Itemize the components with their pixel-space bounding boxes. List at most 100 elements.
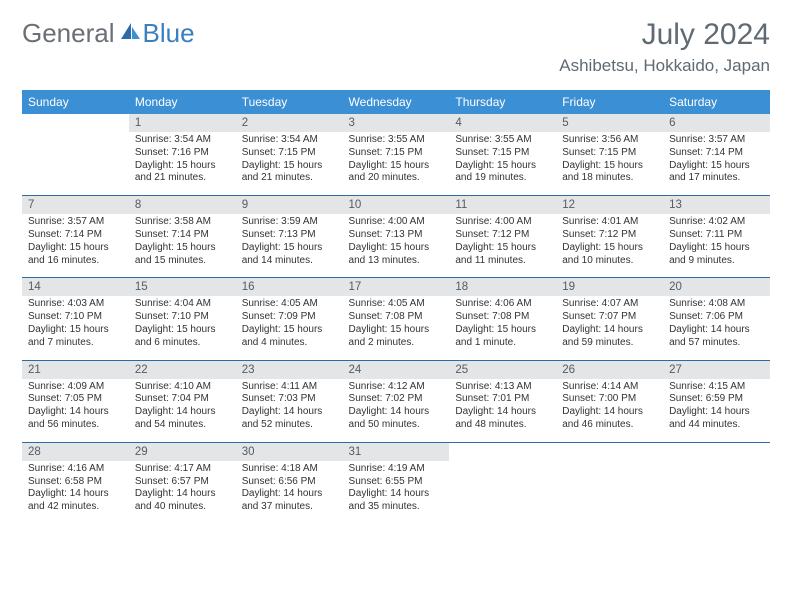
- day-content-cell: Sunrise: 4:07 AMSunset: 7:07 PMDaylight:…: [556, 296, 663, 360]
- sunrise-text: Sunrise: 4:01 AM: [562, 216, 657, 229]
- day-number-cell: 29: [129, 443, 236, 461]
- sunset-text: Sunset: 6:57 PM: [135, 476, 230, 489]
- sunset-text: Sunset: 7:15 PM: [349, 147, 444, 160]
- day-content-cell: Sunrise: 4:06 AMSunset: 7:08 PMDaylight:…: [449, 296, 556, 360]
- day-content-cell: Sunrise: 4:11 AMSunset: 7:03 PMDaylight:…: [236, 379, 343, 443]
- day-number-row: 28293031: [22, 443, 770, 461]
- day-content-cell: Sunrise: 3:59 AMSunset: 7:13 PMDaylight:…: [236, 214, 343, 278]
- month-title: July 2024: [559, 18, 770, 52]
- day-number-cell: 11: [449, 196, 556, 214]
- daylight-text: Daylight: 14 hours and 59 minutes.: [562, 324, 657, 350]
- sunset-text: Sunset: 7:11 PM: [669, 229, 764, 242]
- sunset-text: Sunset: 7:07 PM: [562, 311, 657, 324]
- sunset-text: Sunset: 6:56 PM: [242, 476, 337, 489]
- daylight-text: Daylight: 15 hours and 21 minutes.: [242, 160, 337, 186]
- sunrise-text: Sunrise: 3:54 AM: [135, 134, 230, 147]
- sunset-text: Sunset: 7:04 PM: [135, 393, 230, 406]
- day-content-cell: Sunrise: 3:54 AMSunset: 7:15 PMDaylight:…: [236, 132, 343, 196]
- day-number-cell: 3: [343, 114, 450, 132]
- day-number-cell: 23: [236, 361, 343, 379]
- day-number-cell: 13: [663, 196, 770, 214]
- day-number-cell: 15: [129, 278, 236, 296]
- sunrise-text: Sunrise: 4:11 AM: [242, 381, 337, 394]
- sunrise-text: Sunrise: 4:07 AM: [562, 298, 657, 311]
- sunset-text: Sunset: 7:10 PM: [135, 311, 230, 324]
- day-number-cell: 10: [343, 196, 450, 214]
- day-number-cell: 18: [449, 278, 556, 296]
- sunset-text: Sunset: 6:59 PM: [669, 393, 764, 406]
- daylight-text: Daylight: 15 hours and 9 minutes.: [669, 242, 764, 268]
- day-number-row: 14151617181920: [22, 278, 770, 296]
- daylight-text: Daylight: 15 hours and 6 minutes.: [135, 324, 230, 350]
- sunrise-text: Sunrise: 3:57 AM: [28, 216, 123, 229]
- day-header: Monday: [129, 90, 236, 114]
- day-content-cell: Sunrise: 4:05 AMSunset: 7:09 PMDaylight:…: [236, 296, 343, 360]
- title-block: July 2024 Ashibetsu, Hokkaido, Japan: [559, 18, 770, 76]
- day-number-cell: 8: [129, 196, 236, 214]
- day-number-cell: 9: [236, 196, 343, 214]
- day-content-cell: Sunrise: 3:58 AMSunset: 7:14 PMDaylight:…: [129, 214, 236, 278]
- day-content-cell: Sunrise: 4:19 AMSunset: 6:55 PMDaylight:…: [343, 461, 450, 524]
- daylight-text: Daylight: 15 hours and 20 minutes.: [349, 160, 444, 186]
- sunrise-text: Sunrise: 4:14 AM: [562, 381, 657, 394]
- daylight-text: Daylight: 14 hours and 56 minutes.: [28, 406, 123, 432]
- day-content-cell: Sunrise: 4:00 AMSunset: 7:13 PMDaylight:…: [343, 214, 450, 278]
- sunset-text: Sunset: 7:06 PM: [669, 311, 764, 324]
- daylight-text: Daylight: 14 hours and 50 minutes.: [349, 406, 444, 432]
- sunset-text: Sunset: 7:05 PM: [28, 393, 123, 406]
- day-number-cell: 4: [449, 114, 556, 132]
- day-content-cell: Sunrise: 4:03 AMSunset: 7:10 PMDaylight:…: [22, 296, 129, 360]
- sunrise-text: Sunrise: 4:16 AM: [28, 463, 123, 476]
- daylight-text: Daylight: 15 hours and 16 minutes.: [28, 242, 123, 268]
- daylight-text: Daylight: 15 hours and 11 minutes.: [455, 242, 550, 268]
- day-content-cell: [22, 132, 129, 196]
- day-content-row: Sunrise: 4:09 AMSunset: 7:05 PMDaylight:…: [22, 379, 770, 443]
- day-content-cell: [449, 461, 556, 524]
- day-number-cell: [22, 114, 129, 132]
- sunset-text: Sunset: 7:00 PM: [562, 393, 657, 406]
- sunrise-text: Sunrise: 4:10 AM: [135, 381, 230, 394]
- daylight-text: Daylight: 15 hours and 7 minutes.: [28, 324, 123, 350]
- daylight-text: Daylight: 15 hours and 19 minutes.: [455, 160, 550, 186]
- day-number-cell: [556, 443, 663, 461]
- day-number-cell: 22: [129, 361, 236, 379]
- day-content-cell: [663, 461, 770, 524]
- sunrise-text: Sunrise: 3:57 AM: [669, 134, 764, 147]
- sunrise-text: Sunrise: 4:05 AM: [349, 298, 444, 311]
- daylight-text: Daylight: 15 hours and 4 minutes.: [242, 324, 337, 350]
- daylight-text: Daylight: 14 hours and 54 minutes.: [135, 406, 230, 432]
- logo-text-general: General: [22, 18, 115, 49]
- sunrise-text: Sunrise: 4:04 AM: [135, 298, 230, 311]
- day-content-cell: Sunrise: 4:02 AMSunset: 7:11 PMDaylight:…: [663, 214, 770, 278]
- day-content-cell: [556, 461, 663, 524]
- logo-sail-icon: [119, 21, 141, 46]
- location-text: Ashibetsu, Hokkaido, Japan: [559, 56, 770, 76]
- sunrise-text: Sunrise: 4:03 AM: [28, 298, 123, 311]
- day-number-cell: [449, 443, 556, 461]
- daylight-text: Daylight: 14 hours and 35 minutes.: [349, 488, 444, 514]
- daylight-text: Daylight: 14 hours and 37 minutes.: [242, 488, 337, 514]
- day-number-row: 123456: [22, 114, 770, 132]
- daylight-text: Daylight: 14 hours and 46 minutes.: [562, 406, 657, 432]
- sunset-text: Sunset: 6:55 PM: [349, 476, 444, 489]
- day-number-cell: 27: [663, 361, 770, 379]
- sunrise-text: Sunrise: 4:17 AM: [135, 463, 230, 476]
- day-number-cell: 28: [22, 443, 129, 461]
- day-content-cell: Sunrise: 4:15 AMSunset: 6:59 PMDaylight:…: [663, 379, 770, 443]
- daylight-text: Daylight: 15 hours and 14 minutes.: [242, 242, 337, 268]
- day-content-cell: Sunrise: 4:13 AMSunset: 7:01 PMDaylight:…: [449, 379, 556, 443]
- day-number-cell: 5: [556, 114, 663, 132]
- sunrise-text: Sunrise: 4:19 AM: [349, 463, 444, 476]
- daylight-text: Daylight: 15 hours and 18 minutes.: [562, 160, 657, 186]
- sunset-text: Sunset: 7:16 PM: [135, 147, 230, 160]
- day-number-cell: 20: [663, 278, 770, 296]
- sunrise-text: Sunrise: 4:00 AM: [349, 216, 444, 229]
- header: General Blue July 2024 Ashibetsu, Hokkai…: [22, 18, 770, 76]
- day-header: Wednesday: [343, 90, 450, 114]
- day-number-cell: 12: [556, 196, 663, 214]
- day-content-cell: Sunrise: 3:57 AMSunset: 7:14 PMDaylight:…: [22, 214, 129, 278]
- day-content-cell: Sunrise: 4:16 AMSunset: 6:58 PMDaylight:…: [22, 461, 129, 524]
- sunset-text: Sunset: 7:14 PM: [28, 229, 123, 242]
- sunrise-text: Sunrise: 4:02 AM: [669, 216, 764, 229]
- day-content-cell: Sunrise: 4:12 AMSunset: 7:02 PMDaylight:…: [343, 379, 450, 443]
